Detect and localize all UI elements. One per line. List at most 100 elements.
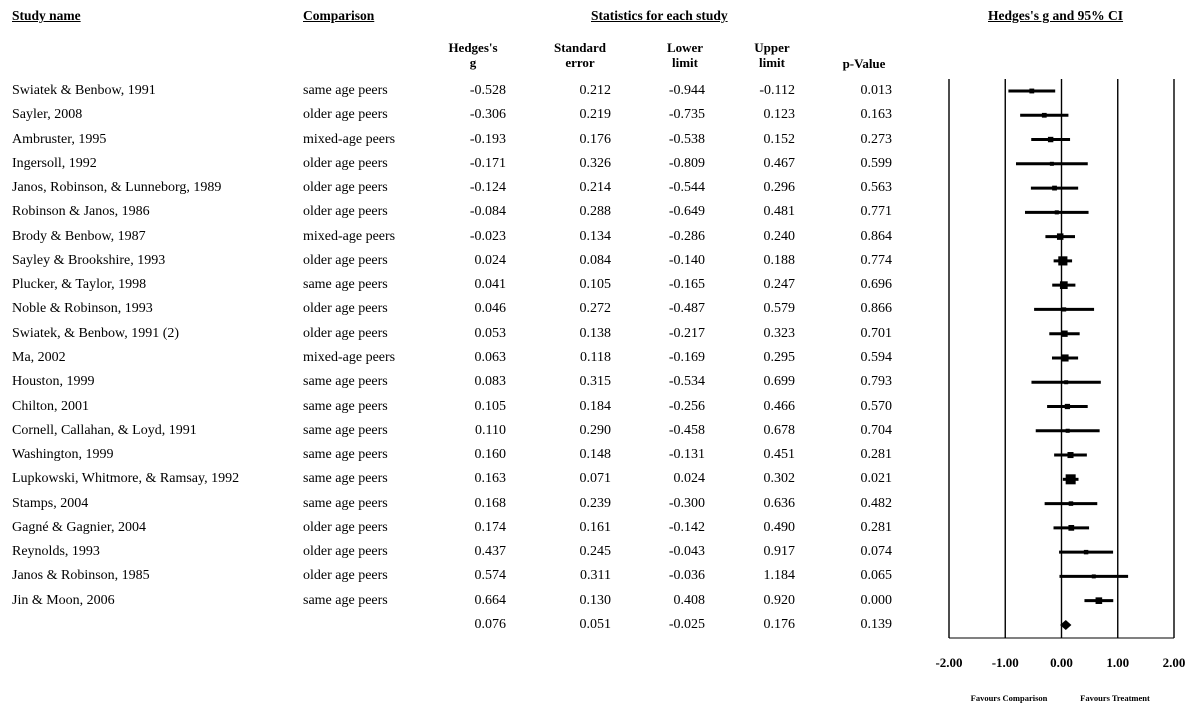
study-name: Sayler, 2008 xyxy=(12,107,83,123)
standard-error-value: 0.212 xyxy=(579,83,612,98)
x-tick-label: 0.00 xyxy=(1050,655,1073,670)
effect-size-marker xyxy=(1047,136,1054,143)
hedges-g-value: -0.124 xyxy=(469,180,506,196)
p-value-column-header: p-Value xyxy=(842,56,886,71)
study-name: Lupkowski, Whitmore, & Ramsay, 1992 xyxy=(12,471,240,487)
p-value: 0.701 xyxy=(860,325,893,341)
comparison-value: mixed-age peers xyxy=(303,349,396,365)
lower-limit-value: -0.649 xyxy=(668,204,705,220)
comparison-header: Comparison xyxy=(303,8,375,23)
x-tick-label: 2.00 xyxy=(1163,655,1186,670)
hedges-g-value: 0.083 xyxy=(474,374,507,390)
study-name: Swiatek, & Benbow, 1991 (2) xyxy=(12,325,180,341)
effect-size-marker xyxy=(1029,88,1035,94)
hedges-g-value: 0.063 xyxy=(474,349,507,365)
study-name: Brody & Benbow, 1987 xyxy=(12,228,146,244)
lower-limit-value: -0.487 xyxy=(668,301,705,317)
lower-limit-value: -0.538 xyxy=(668,131,705,147)
p-value: 0.774 xyxy=(860,252,893,268)
summary-p-value: 0.139 xyxy=(860,616,893,632)
p-value: 0.021 xyxy=(860,471,893,487)
effect-size-marker xyxy=(1091,574,1096,579)
comparison-value: same age peers xyxy=(303,398,388,414)
study-name: Sayley & Brookshire, 1993 xyxy=(12,252,166,268)
upper-limit-column-header: Upper limit xyxy=(737,40,807,70)
p-value: 0.563 xyxy=(860,180,893,196)
standard-error-value: 0.326 xyxy=(579,155,612,171)
lower-limit-value: -0.300 xyxy=(668,495,705,511)
lower-limit-value: -0.944 xyxy=(668,83,705,98)
effect-size-marker xyxy=(1041,112,1047,118)
standard-error-value: 0.130 xyxy=(579,592,612,608)
comparison-value: older age peers xyxy=(303,325,388,341)
upper-limit-value: 0.678 xyxy=(763,422,796,438)
study-name: Swiatek & Benbow, 1991 xyxy=(12,83,156,98)
p-value: 0.866 xyxy=(860,301,893,317)
upper-limit-value: 0.917 xyxy=(763,544,796,560)
effect-size-marker xyxy=(1068,524,1075,531)
standard-error-value: 0.315 xyxy=(579,374,612,390)
hedges-g-value: -0.023 xyxy=(469,228,506,244)
p-value: 0.273 xyxy=(860,131,893,147)
study-name: Stamps, 2004 xyxy=(12,495,89,511)
hedges-g-value: 0.437 xyxy=(474,544,507,560)
standard-error-value: 0.118 xyxy=(580,349,611,365)
standard-error-header-line1: Standard xyxy=(553,40,607,55)
upper-limit-value: 0.636 xyxy=(763,495,796,511)
study-name: Robinson & Janos, 1986 xyxy=(12,204,150,220)
upper-limit-value: 0.240 xyxy=(763,228,796,244)
standard-error-value: 0.245 xyxy=(579,544,612,560)
lower-limit-value: -0.142 xyxy=(668,519,705,535)
standard-error-value: 0.138 xyxy=(579,325,612,341)
summary-diamond xyxy=(1060,619,1072,630)
lower-limit-column-header: Lower limit xyxy=(650,40,720,70)
upper-limit-header-line1: Upper xyxy=(754,40,790,55)
lower-limit-value: -0.458 xyxy=(668,422,705,438)
standard-error-value: 0.311 xyxy=(580,568,611,584)
hedges-g-header-line2: g xyxy=(469,55,477,70)
hedges-ci-header: Hedges's g and 95% CI xyxy=(988,8,1124,23)
summary-hedges-g-value: 0.076 xyxy=(474,616,507,632)
effect-size-marker xyxy=(1061,307,1067,312)
standard-error-header-line2: error xyxy=(565,55,595,70)
hedges-g-value: 0.046 xyxy=(474,301,507,317)
p-value: 0.065 xyxy=(860,568,893,584)
hedges-g-value: 0.160 xyxy=(474,447,507,463)
effect-size-marker xyxy=(1061,330,1068,337)
hedges-g-value: 0.024 xyxy=(474,252,507,268)
comparison-value: older age peers xyxy=(303,252,388,268)
standard-error-value: 0.290 xyxy=(579,422,612,438)
statistics-header: Statistics for each study xyxy=(591,8,728,23)
comparison-value: older age peers xyxy=(303,180,388,196)
p-value: 0.570 xyxy=(860,398,893,414)
standard-error-value: 0.214 xyxy=(579,180,612,196)
hedges-g-value: -0.193 xyxy=(469,131,506,147)
upper-limit-header-line2: limit xyxy=(759,55,785,70)
study-name: Gagné & Gagnier, 2004 xyxy=(12,519,146,535)
comparison-value: mixed-age peers xyxy=(303,228,396,244)
upper-limit-value: 0.152 xyxy=(763,131,796,147)
comparison-value: older age peers xyxy=(303,301,388,317)
study-name: Janos, Robinson, & Lunneborg, 1989 xyxy=(12,180,222,196)
x-tick-label: -2.00 xyxy=(935,655,962,670)
lower-limit-value: 0.408 xyxy=(673,592,706,608)
standard-error-value: 0.219 xyxy=(579,107,612,123)
p-value: 0.281 xyxy=(860,519,893,535)
comparison-value: same age peers xyxy=(303,471,388,487)
upper-limit-value: 0.699 xyxy=(763,374,796,390)
p-value: 0.704 xyxy=(860,422,893,438)
standard-error-value: 0.148 xyxy=(579,447,612,463)
comparison-value: mixed-age peers xyxy=(303,131,396,147)
standard-error-value: 0.288 xyxy=(579,204,612,220)
hedges-g-header-line1: Hedges's xyxy=(448,40,498,55)
p-value: 0.864 xyxy=(860,228,893,244)
p-value: 0.163 xyxy=(860,107,893,123)
hedges-g-value: 0.168 xyxy=(474,495,507,511)
upper-limit-value: 0.579 xyxy=(763,301,796,317)
x-tick-label: -1.00 xyxy=(992,655,1019,670)
lower-limit-value: -0.544 xyxy=(668,180,705,196)
upper-limit-value: 1.184 xyxy=(763,568,796,584)
hedges-g-value: -0.306 xyxy=(469,107,506,123)
hedges-g-value: 0.664 xyxy=(474,592,507,608)
upper-limit-value: 0.920 xyxy=(763,592,796,608)
